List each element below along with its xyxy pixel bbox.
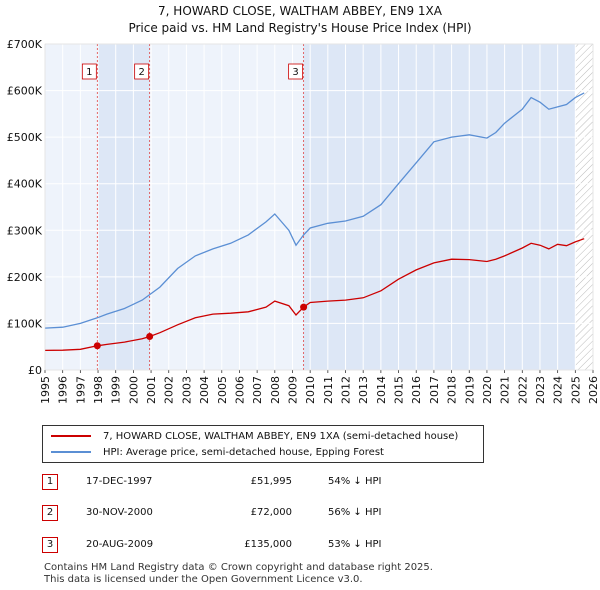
sale-row: 3 20-AUG-2009 £135,000 53% ↓ HPI (42, 537, 442, 555)
x-tick-label: 2010 (304, 376, 317, 404)
sale-hpi-diff: 53% ↓ HPI (328, 539, 382, 550)
property-series-line (44, 238, 585, 352)
price-chart: 1 2 3 £0 £100K £200K £300K £400K £500K £600K £700… (7, 38, 600, 404)
sale-number-badge: 3 (42, 537, 58, 553)
sale-marker-box (81, 63, 97, 80)
sale-marker-label: 2 (138, 67, 144, 78)
y-tick-label: £600K (7, 85, 43, 98)
sale-number-badge: 1 (42, 474, 58, 490)
x-tick-label: 1995 (39, 376, 52, 404)
x-tick-label: 2016 (410, 376, 423, 404)
x-tick-label: 2001 (145, 376, 158, 404)
y-tick-label: £700K (7, 38, 43, 51)
y-tick-label: £100K (7, 317, 43, 330)
legend: 7, HOWARD CLOSE, WALTHAM ABBEY, EN9 1XA … (42, 425, 484, 463)
sale-marker-label: 1 (86, 67, 92, 78)
x-tick-label: 2026 (587, 376, 600, 404)
footer: Contains HM Land Registry data © Crown c… (44, 562, 433, 586)
hpi-series-line (44, 92, 585, 329)
x-tick-label: 2002 (163, 376, 176, 404)
sale-date: 30-NOV-2000 (86, 507, 153, 518)
legend-swatch-hpi (51, 451, 91, 453)
sale-point (93, 342, 101, 350)
x-tick-label: 2000 (127, 376, 140, 404)
x-tick-label: 1999 (110, 376, 123, 404)
x-tick-label: 2021 (499, 376, 512, 404)
sale-number-badge: 2 (42, 505, 58, 521)
projection-hatch-pattern (575, 44, 593, 370)
sale-marker-box (288, 63, 304, 80)
x-tick-label: 2008 (269, 376, 282, 404)
legend-label-hpi: HPI: Average price, semi-detached house,… (103, 446, 384, 458)
legend-item-property: 7, HOWARD CLOSE, WALTHAM ABBEY, EN9 1XA … (51, 429, 458, 443)
legend-item-hpi: HPI: Average price, semi-detached house,… (51, 445, 384, 459)
y-tick-label: £0 (28, 364, 42, 377)
x-tick-label: 2018 (446, 376, 459, 404)
x-tick-label: 2025 (569, 376, 582, 404)
sale-hpi-diff: 56% ↓ HPI (328, 507, 382, 518)
sale-point (146, 332, 154, 340)
plot-frame (44, 43, 594, 371)
y-tick-label: £200K (7, 271, 43, 284)
x-tick-label: 2011 (322, 376, 335, 404)
sale-date: 17-DEC-1997 (86, 476, 153, 487)
legend-label-property: 7, HOWARD CLOSE, WALTHAM ABBEY, EN9 1XA … (103, 430, 459, 442)
x-tick-label: 2005 (216, 376, 229, 404)
x-tick-label: 2019 (463, 376, 476, 404)
legend-swatch-property (51, 435, 91, 437)
x-tick-label: 2015 (393, 376, 406, 404)
shaded-range (97, 44, 150, 370)
sale-marker-box (134, 63, 150, 80)
x-tick-label: 1996 (57, 376, 70, 404)
sale-price: £135,000 (244, 539, 292, 550)
x-tick-label: 2003 (180, 376, 193, 404)
footer-license: This data is licensed under the Open Gov… (44, 574, 363, 585)
x-tick-label: 1997 (74, 376, 87, 404)
x-tick-label: 2006 (233, 376, 246, 404)
y-tick-label: £300K (7, 224, 43, 237)
y-tick-label: £400K (7, 178, 43, 191)
x-tick-label: 2007 (251, 376, 264, 404)
sale-row: 2 30-NOV-2000 £72,000 56% ↓ HPI (42, 505, 442, 523)
x-tick-label: 2017 (428, 376, 441, 404)
shaded-range (303, 44, 576, 370)
sale-price: £72,000 (250, 507, 292, 518)
sale-hpi-diff: 54% ↓ HPI (328, 476, 382, 487)
sale-point (300, 303, 308, 311)
x-tick-label: 2014 (375, 376, 388, 404)
x-tick-label: 2022 (516, 376, 529, 404)
sale-marker-label: 3 (292, 67, 298, 78)
x-tick-label: 2013 (357, 376, 370, 404)
sale-row: 1 17-DEC-1997 £51,995 54% ↓ HPI (42, 474, 442, 492)
x-tick-label: 2024 (552, 376, 565, 404)
x-tick-label: 2020 (481, 376, 494, 404)
chart-title: 7, HOWARD CLOSE, WALTHAM ABBEY, EN9 1XA (158, 4, 442, 18)
x-tick-label: 2004 (198, 376, 211, 404)
sale-date: 20-AUG-2009 (86, 539, 154, 550)
x-tick-label: 2009 (286, 376, 299, 404)
footer-copyright: Contains HM Land Registry data © Crown c… (44, 562, 433, 573)
x-tick-label: 2023 (534, 376, 547, 404)
chart-subtitle: Price paid vs. HM Land Registry's House … (128, 21, 472, 35)
sale-price: £51,995 (250, 476, 292, 487)
x-tick-label: 1998 (92, 376, 105, 404)
y-tick-label: £500K (7, 131, 43, 144)
x-tick-label: 2012 (340, 376, 353, 404)
